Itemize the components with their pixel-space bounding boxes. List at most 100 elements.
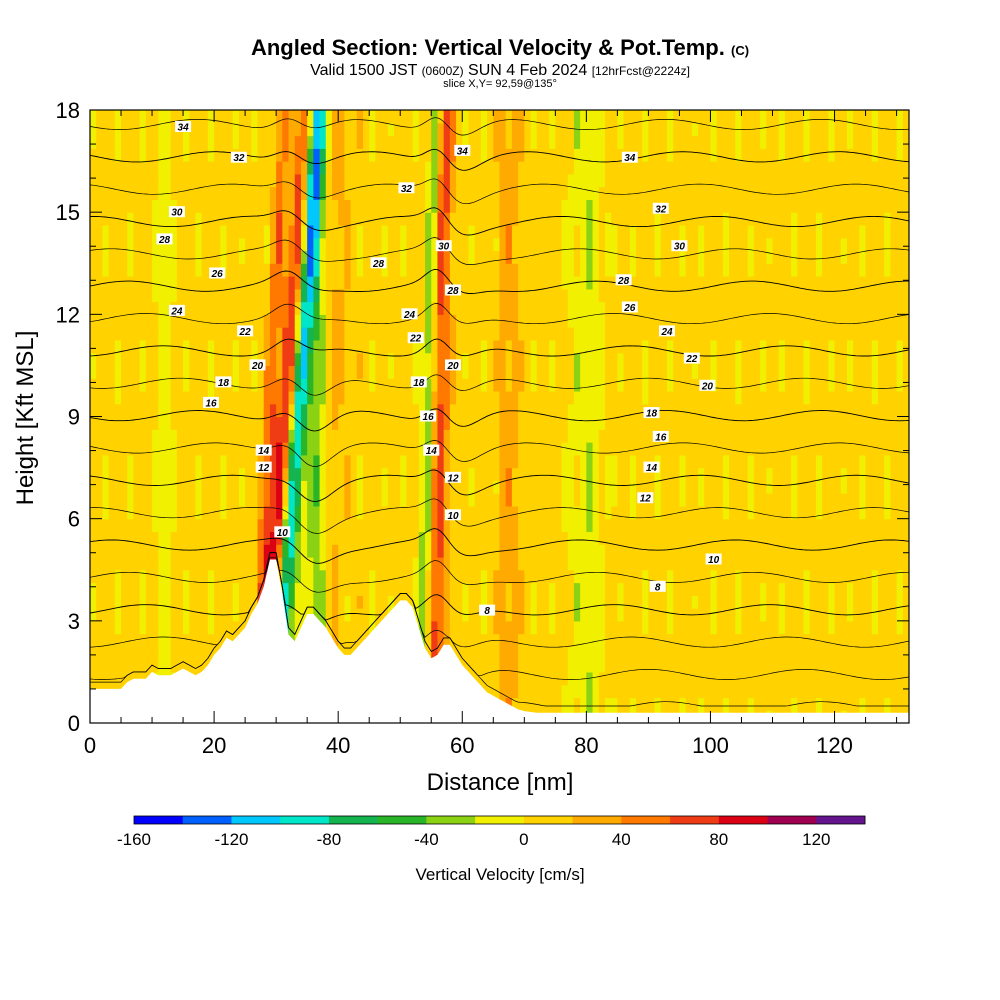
velocity-cell [536,595,544,609]
velocity-cell [604,582,612,596]
velocity-cell [276,301,283,315]
velocity-cell [263,518,271,533]
velocity-cell [164,199,172,213]
velocity-cell [251,186,259,200]
velocity-cell [387,505,395,520]
velocity-cell [170,173,178,188]
velocity-cell [549,493,556,507]
velocity-cell [195,276,203,290]
velocity-cell [729,161,736,175]
velocity-cell [530,237,538,252]
velocity-cell [518,544,525,558]
velocity-cell [300,212,308,226]
velocity-cell [505,390,513,405]
velocity-cell [592,224,600,239]
velocity-cell [195,646,203,660]
velocity-cell [238,314,246,328]
velocity-cell [394,480,401,494]
velocity-cell [331,339,339,354]
velocity-cell [598,148,606,162]
velocity-cell [561,339,569,354]
velocity-cell [189,569,197,584]
velocity-cell [648,263,656,277]
velocity-cell [431,173,439,188]
velocity-cell [431,327,439,341]
velocity-cell [555,327,563,341]
velocity-cell [232,122,240,137]
velocity-cell [294,429,302,443]
velocity-cell [307,161,314,175]
velocity-cell [511,480,519,494]
velocity-cell [183,416,190,430]
velocity-cell [183,110,190,124]
velocity-cell [121,212,128,226]
velocity-cell [226,314,234,328]
velocity-cell [530,263,538,277]
velocity-cell [567,697,575,711]
velocity-cell [127,646,135,660]
velocity-cell [493,301,501,315]
velocity-cell [580,416,587,430]
velocity-cell [698,429,705,443]
velocity-cell [673,620,681,635]
velocity-cell [381,110,389,124]
velocity-cell [443,633,451,647]
velocity-cell [722,608,730,622]
velocity-cell [685,250,693,264]
velocity-cell [586,339,594,354]
velocity-cell [449,365,457,379]
velocity-cell [300,365,308,379]
velocity-cell [338,582,345,596]
velocity-cell [96,505,103,520]
velocity-cell [586,480,594,494]
velocity-cell [505,671,513,686]
velocity-cell [629,135,637,149]
velocity-cell [232,390,240,405]
velocity-cell [580,480,587,494]
velocity-cell [350,186,358,200]
velocity-cell [561,173,569,188]
velocity-cell [183,556,190,571]
velocity-cell [623,327,631,341]
velocity-cell [611,531,618,545]
velocity-cell [499,212,507,226]
velocity-cell [418,212,426,226]
velocity-cell [394,161,401,175]
velocity-cell [673,161,681,175]
velocity-cell [431,199,439,213]
velocity-cell [164,339,172,354]
velocity-cell [170,237,178,252]
velocity-cell [704,480,712,494]
velocity-cell [176,276,184,290]
velocity-cell [214,582,221,596]
velocity-cell [456,378,463,392]
velocity-cell [319,518,327,533]
velocity-cell [363,390,370,405]
velocity-cell [238,110,246,124]
velocity-cell [158,403,166,418]
velocity-cell [524,429,532,443]
velocity-cell [549,544,556,558]
velocity-cell [108,288,116,303]
velocity-cell [549,633,556,647]
velocity-cell [561,212,569,226]
velocity-cell [294,110,302,124]
velocity-cell [487,416,494,430]
velocity-cell [698,224,705,239]
velocity-cell [307,518,314,533]
velocity-cell [604,212,612,226]
velocity-cell [691,454,699,469]
velocity-cell [331,429,339,443]
velocity-cell [152,352,159,367]
velocity-cell [133,620,141,635]
velocity-cell [300,505,308,520]
velocity-cell [685,403,693,418]
velocity-cell [400,327,408,341]
velocity-cell [90,646,97,660]
velocity-cell [276,212,283,226]
velocity-cell [536,199,544,213]
velocity-cell [611,161,618,175]
velocity-cell [561,327,569,341]
velocity-cell [685,505,693,520]
velocity-cell [704,237,712,252]
